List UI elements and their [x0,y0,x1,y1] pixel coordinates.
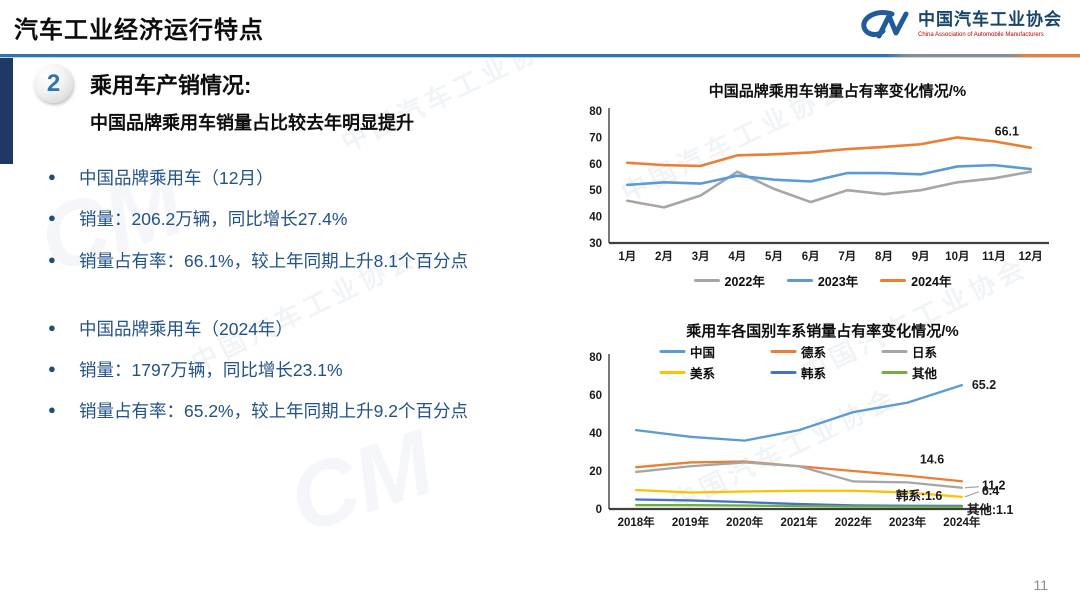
chart-brand-share-monthly: 中国品牌乘用车销量占有率变化情况/% 30 40 50 60 70 80 1月 2月 3月 4月 5… [575,80,1070,290]
legend-swatch-icon [880,278,907,283]
legend-label: 2024年 [911,275,952,289]
left-accent-bar [0,58,13,164]
legend-item: 日系 [881,342,937,361]
chart-title: 乘用车各国别车系销量占有率变化情况/% [686,323,959,340]
bullet-item: 中国品牌乘用车（12月） [48,165,563,191]
bullet-item: 销量占有率：66.1%，较上年同期上升8.1个百分点 [48,248,563,274]
legend-item: 2022年 [693,271,765,290]
svg-text:60: 60 [589,390,602,402]
svg-text:6月: 6月 [802,250,820,263]
svg-text:10月: 10月 [945,250,969,263]
svg-text:1月: 1月 [618,250,636,263]
page-number: 11 [1033,577,1048,593]
svg-text:8月: 8月 [875,250,893,263]
svg-text:2018年: 2018年 [618,515,656,529]
svg-text:2019年: 2019年 [672,515,710,529]
svg-text:2020年: 2020年 [726,515,764,529]
logo-org-name: 中国汽车工业协会 [918,10,1062,30]
svg-text:2022年: 2022年 [835,515,873,529]
svg-text:20: 20 [589,466,602,478]
legend-item: 德系 [770,342,826,361]
svg-text:韩系:1.6: 韩系:1.6 [896,488,943,503]
legend-swatch-icon [770,349,796,354]
header-divider [0,54,1080,57]
section-number-badge: 2 [34,64,73,103]
legend-item: 中国 [659,342,715,361]
legend-label: 2023年 [817,275,859,289]
svg-text:4月: 4月 [728,250,746,263]
header: 汽车工业经济运行特点 中国汽车工业协会 China Association of… [0,0,1080,58]
legend-label: 美系 [690,367,716,381]
svg-text:7月: 7月 [838,250,856,263]
bullet-item: 销量：1797万辆，同比增长23.1% [48,357,563,383]
left-column: 2 乘用车产销情况: 中国品牌乘用车销量占比较去年明显提升 中国品牌乘用车（12… [18,64,563,440]
bullet-item: 中国品牌乘用车（2024年） [48,316,563,342]
svg-text:30: 30 [589,238,602,250]
chart-title: 中国品牌乘用车销量占有率变化情况/% [708,83,967,100]
svg-text:12月: 12月 [1019,250,1043,263]
svg-text:80: 80 [589,352,602,364]
svg-text:40: 40 [589,212,602,224]
legend-swatch-icon [659,349,685,354]
legend-swatch-icon [786,278,813,283]
legend-item: 其他 [881,363,937,382]
line-chart-monthly: 30 40 50 60 70 80 1月 2月 3月 4月 5月 6月 7月 8月 9月 10月 11月 12月 6… [589,106,1049,263]
svg-text:5月: 5月 [765,250,783,263]
legend-item: 韩系 [770,363,826,382]
section-title: 乘用车产销情况: [90,72,252,98]
bullet-list-fullyear: 中国品牌乘用车（2024年） 销量：1797万辆，同比增长23.1% 销量占有率… [48,316,563,425]
svg-text:3月: 3月 [692,250,710,263]
legend-item: 2024年 [880,271,951,290]
svg-text:2023年: 2023年 [889,515,927,529]
section-subtitle: 中国品牌乘用车销量占比较去年明显提升 [90,113,414,133]
header-divider-thin [0,57,1080,58]
svg-text:0: 0 [596,504,602,516]
caam-logo: 中国汽车工业协会 China Association of Automobile… [858,8,1062,42]
svg-text:70: 70 [589,132,602,144]
svg-text:80: 80 [589,106,602,118]
legend-label: 2022年 [724,275,765,289]
caam-logo-icon [861,10,909,39]
svg-text:65.2: 65.2 [972,378,996,392]
chart-legend: 2022年 2023年 2024年 [575,271,1070,290]
bullet-item: 销量占有率：65.2%，较上年同期上升9.2个百分点 [48,398,563,424]
svg-text:14.6: 14.6 [920,452,944,466]
legend-label: 其他 [912,367,938,381]
legend-swatch-icon [881,349,907,354]
svg-text:其他:1.1: 其他:1.1 [967,502,1014,517]
svg-text:2024年: 2024年 [943,515,981,529]
legend-label: 日系 [912,346,938,360]
legend-swatch-icon [659,370,685,375]
svg-text:9月: 9月 [912,250,930,263]
chart-legend: 中国 德系 日系美系 韩系 其他 [659,342,986,382]
legend-swatch-icon [770,370,796,375]
bullet-item: 销量：206.2万辆，同比增长27.4% [48,206,563,232]
svg-text:66.1: 66.1 [995,125,1019,139]
legend-swatch-icon [693,278,720,283]
svg-text:50: 50 [589,185,602,197]
bullet-list-december: 中国品牌乘用车（12月） 销量：206.2万辆，同比增长27.4% 销量占有率：… [48,165,563,274]
svg-text:2月: 2月 [655,250,673,263]
svg-text:6.4: 6.4 [982,484,999,498]
legend-label: 德系 [801,346,827,360]
svg-text:2021年: 2021年 [780,515,818,529]
legend-label: 中国 [690,346,716,360]
svg-text:60: 60 [589,159,602,171]
legend-swatch-icon [881,370,907,375]
logo-org-name-en: China Association of Automobile Manufact… [918,32,1044,39]
legend-item: 2023年 [786,271,859,290]
right-column: 中国品牌乘用车销量占有率变化情况/% 30 40 50 60 70 80 1月 2月 3月 4月 5… [575,80,1070,539]
legend-item: 美系 [659,363,715,382]
svg-text:11.2: 11.2 [982,479,1006,493]
page-title: 汽车工业经济运行特点 [14,17,264,44]
legend-label: 韩系 [801,367,827,381]
chart-country-share-yearly: 乘用车各国别车系销量占有率变化情况/% 中国 德系 日系美系 韩系 其他 0 20 40 60… [575,320,1070,539]
line-chart-yearly: 0 20 40 60 80 2018年 2019年 2020年 2021年 2022年 2023年 2… [589,352,1014,529]
svg-text:11月: 11月 [982,250,1006,263]
svg-text:40: 40 [589,428,602,440]
